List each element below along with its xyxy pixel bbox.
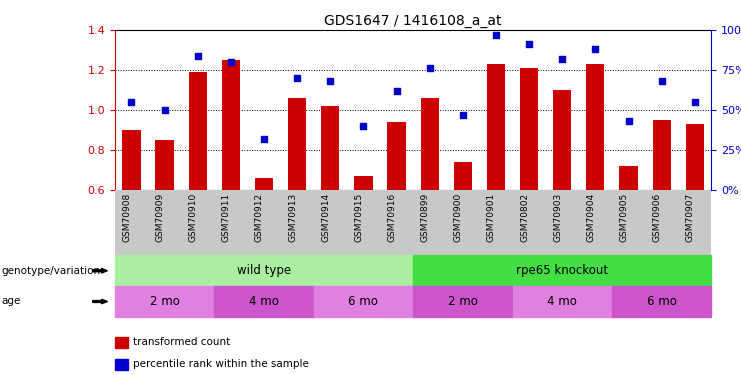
Bar: [115, 255, 413, 286]
Text: GSM70915: GSM70915: [354, 193, 363, 242]
Bar: [487, 64, 505, 190]
Bar: [413, 286, 513, 317]
Bar: [653, 120, 671, 190]
Point: [125, 99, 137, 105]
Point: [291, 75, 303, 81]
Bar: [421, 98, 439, 190]
Text: GSM70906: GSM70906: [653, 193, 662, 242]
Text: age: age: [1, 297, 21, 306]
Point: [391, 88, 402, 94]
Bar: [313, 286, 413, 317]
Text: 6 mo: 6 mo: [348, 295, 379, 308]
Point: [159, 107, 170, 113]
Point: [258, 136, 270, 142]
Point: [490, 32, 502, 38]
Bar: [321, 106, 339, 190]
Point: [192, 53, 204, 58]
Point: [357, 123, 369, 129]
Bar: [619, 166, 637, 190]
Text: 2 mo: 2 mo: [150, 295, 179, 308]
Text: 4 mo: 4 mo: [548, 295, 577, 308]
Title: GDS1647 / 1416108_a_at: GDS1647 / 1416108_a_at: [325, 13, 502, 28]
Point: [325, 78, 336, 84]
Text: GSM70914: GSM70914: [322, 193, 330, 242]
Text: GSM70911: GSM70911: [222, 193, 231, 242]
Text: genotype/variation: genotype/variation: [1, 266, 101, 276]
Text: transformed count: transformed count: [133, 337, 230, 347]
Point: [556, 56, 568, 62]
Point: [689, 99, 701, 105]
Bar: [288, 98, 306, 190]
Text: 4 mo: 4 mo: [249, 295, 279, 308]
Point: [523, 41, 535, 47]
Text: GSM70916: GSM70916: [388, 193, 396, 242]
Point: [656, 78, 668, 84]
Point: [457, 112, 469, 118]
Bar: [413, 255, 711, 286]
Text: GSM70909: GSM70909: [156, 193, 165, 242]
Text: 6 mo: 6 mo: [647, 295, 677, 308]
Point: [589, 46, 601, 52]
Text: GSM70899: GSM70899: [421, 193, 430, 242]
Bar: [520, 68, 538, 190]
Bar: [513, 286, 612, 317]
Text: GSM70907: GSM70907: [685, 193, 695, 242]
Text: GSM70913: GSM70913: [288, 193, 297, 242]
Bar: [354, 176, 373, 190]
Bar: [115, 286, 214, 317]
Text: 2 mo: 2 mo: [448, 295, 478, 308]
Text: rpe65 knockout: rpe65 knockout: [516, 264, 608, 277]
Text: GSM70900: GSM70900: [453, 193, 463, 242]
Point: [225, 59, 237, 65]
Bar: [388, 122, 405, 190]
Text: GSM70802: GSM70802: [520, 193, 529, 242]
Text: GSM70910: GSM70910: [189, 193, 198, 242]
Text: GSM70905: GSM70905: [619, 193, 628, 242]
Text: GSM70904: GSM70904: [586, 193, 595, 242]
Bar: [612, 286, 711, 317]
Bar: [586, 64, 605, 190]
Bar: [156, 140, 173, 190]
Text: GSM70903: GSM70903: [554, 193, 562, 242]
Bar: [222, 60, 240, 190]
Point: [622, 118, 634, 124]
Bar: [453, 162, 472, 190]
Text: wild type: wild type: [237, 264, 291, 277]
Bar: [122, 130, 141, 190]
Text: GSM70901: GSM70901: [487, 193, 496, 242]
Bar: [553, 90, 571, 190]
Point: [424, 65, 436, 71]
Bar: [189, 72, 207, 190]
Text: percentile rank within the sample: percentile rank within the sample: [133, 359, 308, 369]
Bar: [685, 124, 704, 190]
Text: GSM70912: GSM70912: [255, 193, 264, 242]
Bar: [255, 178, 273, 190]
Text: GSM70908: GSM70908: [122, 193, 131, 242]
Bar: [214, 286, 313, 317]
